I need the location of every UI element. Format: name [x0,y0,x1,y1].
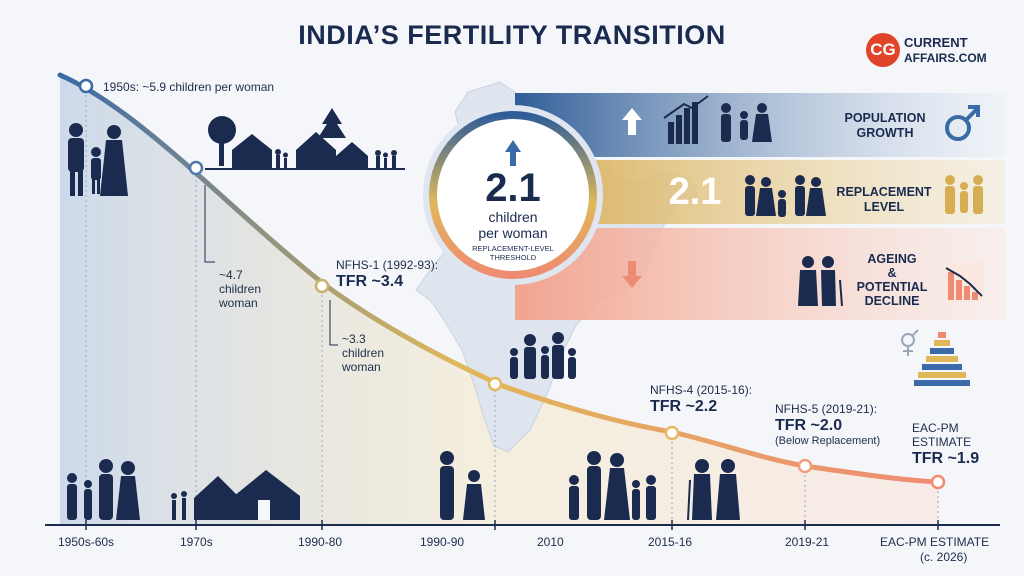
replacement-circle-ring [423,105,603,285]
family-icon-replacement [745,175,826,217]
annotation-1970-value: ~4.7 [219,268,243,282]
annotation-nfhs5-label: NFHS-5 (2019-21): [775,402,878,416]
annotation-1990-line3: woman [342,360,381,374]
band-growth-line1: POPULATION [844,111,926,125]
connector-1990 [329,300,338,346]
band-ageing-line2: & [887,266,897,280]
band-replacement-line1: REPLACEMENT [836,185,932,199]
family-icon-growth [721,103,772,142]
axis-label-2019-21: 2019-21 [785,535,830,549]
ageing-band [515,228,1005,320]
axis-label-2015-16: 2015-16 [648,535,693,549]
curve-markers [78,78,946,490]
axis-label-1970s: 1970s [180,535,213,549]
connector-1970 [204,185,215,263]
band-replacement-line2: LEVEL [863,200,905,214]
band-growth-line2: GROWTH [856,126,914,140]
annotation-1990-value: ~3.3 [342,332,366,346]
axis-ticks [85,520,939,530]
annotation-nfhs1-label: NFHS-1 (1992-93): [336,258,439,272]
band-ageing-line1: AGEING [867,252,917,266]
family-icon-bottom-1 [67,459,140,520]
bar-chart-falling-icon [944,262,984,302]
annotation-nfhs4-label: NFHS-4 (2015-16): [650,383,753,397]
axis-label-1950s: 1950s-60s [58,535,115,549]
annotation-nfhs1-tfr: TFR ~3.4 [336,273,404,290]
elderly-couple-icon [798,256,843,307]
down-arrow-icon [622,261,642,288]
family-icon-gold [945,175,983,214]
axis-label-eac-pm: EAC-PM ESTIMATE [880,535,990,549]
logo-badge: CG [866,33,900,67]
axis-label-c2026: (c. 2026) [920,550,968,564]
annotation-1970-line3: woman [219,296,258,310]
circle-up-arrow-icon [505,140,521,166]
family-icon-bottom-2 [440,451,485,520]
band-ageing-line4: DECLINE [864,294,920,308]
family-icon-map [510,332,576,379]
page-title: INDIA’S FERTILITY TRANSITION [298,20,726,50]
logo-line-1: CURRENT [904,35,968,50]
logo-line-2: AFFAIRS.COM [904,51,987,65]
circle-value: 2.1 [485,166,541,210]
annotation-eac-tfr: TFR ~1.9 [912,450,980,467]
axis-label-2010: 2010 [537,535,564,549]
gender-symbol-icon [901,329,919,356]
circle-line-3: REPLACEMENT-LEVEL [472,244,554,253]
axis-label-1990-90: 1990-90 [420,535,465,549]
band-ageing-line3: POTENTIAL [856,280,928,294]
village-scene [205,108,405,170]
annotation-1970-line2: children [219,282,262,296]
annotation-eac-line2: ESTIMATE [912,435,972,449]
annotation-1950s: 1950s: ~5.9 children per woman [103,80,275,94]
axis-label-1990-80: 1990-80 [298,535,343,549]
circle-line-1: children [488,209,538,225]
annotation-nfhs5-tfr: TFR ~2.0 [775,417,843,434]
elderly-couple-icon-bottom [687,459,740,521]
circle-line-4: THRESHOLD [489,253,537,262]
bar-chart-rising-icon [663,95,709,144]
band-replacement-value: 2.1 [668,171,722,213]
annotation-1990-line2: children [342,346,385,360]
area-under-curve [60,75,938,525]
family-icon-1950s [68,123,128,196]
annotation-nfhs4-tfr: TFR ~2.2 [650,398,718,415]
annotation-eac-line1: EAC-PM [912,421,959,435]
up-arrow-icon [622,108,642,135]
population-pyramid-icon [914,332,970,386]
male-symbol-icon [945,105,980,141]
replacement-circle [429,111,597,279]
year-guides [85,90,939,525]
circle-line-2: per woman [478,225,548,241]
family-icon-bottom-3 [569,451,656,520]
annotation-nfhs5-note: (Below Replacement) [775,435,881,447]
house-icon-bottom [171,470,300,520]
